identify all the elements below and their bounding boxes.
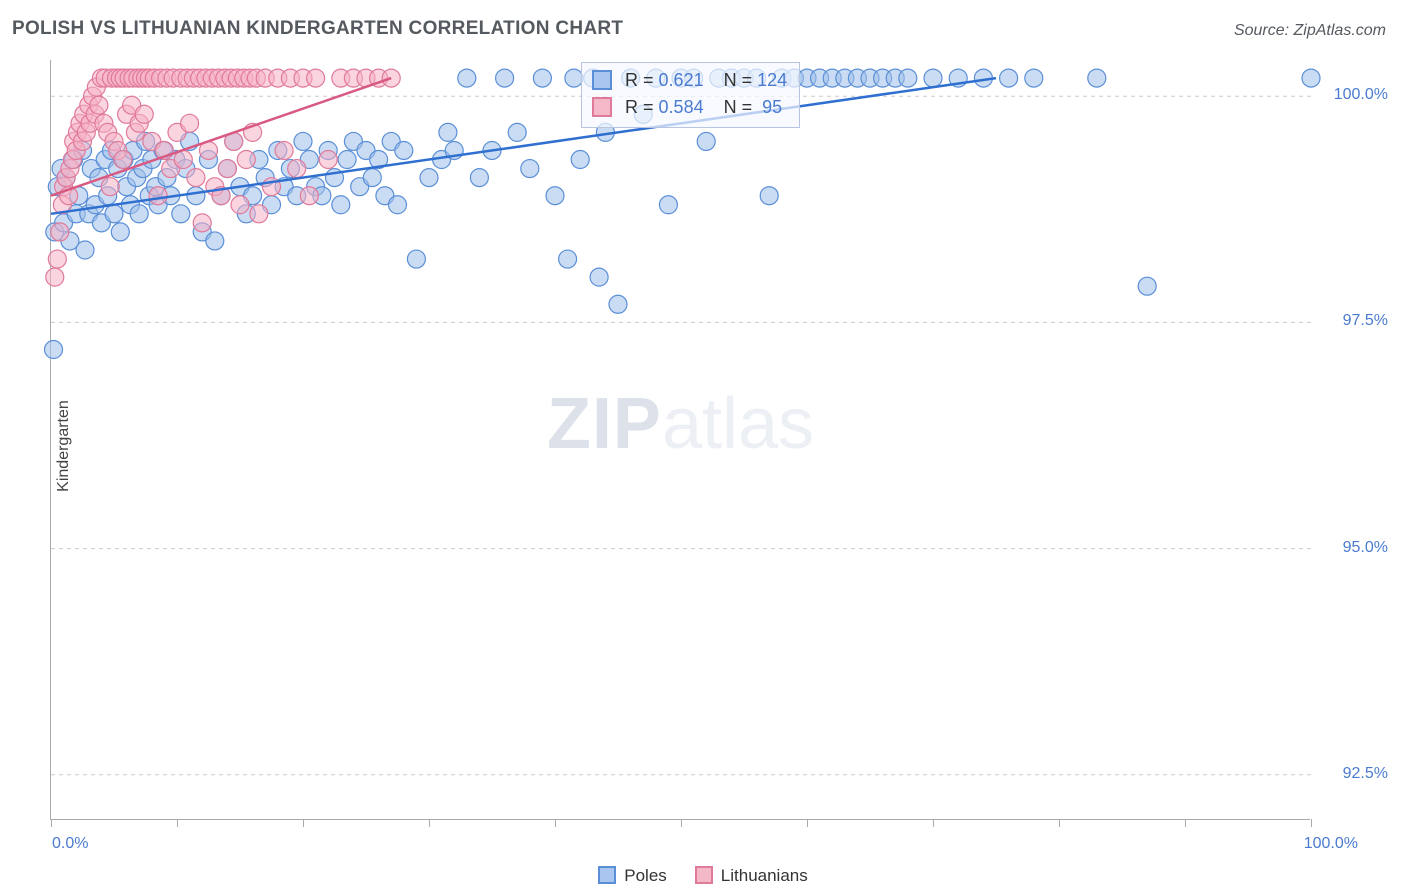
- r-value-poles: 0.621: [659, 70, 704, 90]
- x-tick: [807, 819, 808, 827]
- x-max-label: 100.0%: [1304, 835, 1358, 853]
- legend-item-poles: Poles: [598, 866, 667, 886]
- legend-label-lithuanians: Lithuanians: [721, 866, 808, 885]
- poles-swatch-icon: [598, 866, 616, 884]
- r-value-lithuanians: 0.584: [659, 97, 704, 117]
- scatter-svg: [51, 60, 1310, 819]
- stats-legend-box: R = 0.621 N = 124 R = 0.584 N = 95: [581, 62, 800, 128]
- poles-swatch-icon: [592, 70, 612, 90]
- r-label: R =: [625, 70, 654, 90]
- legend-label-poles: Poles: [624, 866, 667, 885]
- x-tick: [681, 819, 682, 827]
- x-tick: [1185, 819, 1186, 827]
- lithuanians-swatch-icon: [592, 97, 612, 117]
- legend-bottom: Poles Lithuanians: [0, 866, 1406, 886]
- x-tick: [933, 819, 934, 827]
- r-label: R =: [625, 97, 654, 117]
- stats-row-lithuanians: R = 0.584 N = 95: [592, 94, 787, 121]
- y-tick-label: 100.0%: [1334, 86, 1388, 104]
- stats-row-poles: R = 0.621 N = 124: [592, 67, 787, 94]
- chart-container: POLISH VS LITHUANIAN KINDERGARTEN CORREL…: [0, 0, 1406, 892]
- source-attribution: Source: ZipAtlas.com: [1234, 22, 1386, 40]
- plot-area: ZIPatlas R = 0.621 N = 124 R = 0.584: [50, 60, 1310, 820]
- n-label: N =: [724, 70, 753, 90]
- legend-item-lithuanians: Lithuanians: [695, 866, 808, 886]
- x-tick: [177, 819, 178, 827]
- n-label: N =: [724, 97, 753, 117]
- y-tick-label: 95.0%: [1343, 539, 1388, 557]
- x-tick: [1059, 819, 1060, 827]
- chart-title: POLISH VS LITHUANIAN KINDERGARTEN CORREL…: [12, 18, 623, 40]
- y-tick-label: 97.5%: [1343, 312, 1388, 330]
- x-tick: [555, 819, 556, 827]
- x-tick: [51, 819, 52, 827]
- x-min-label: 0.0%: [52, 835, 88, 853]
- x-tick: [429, 819, 430, 827]
- y-tick-label: 92.5%: [1343, 765, 1388, 783]
- n-value-poles: 124: [757, 70, 787, 90]
- x-tick: [303, 819, 304, 827]
- lithuanians-swatch-icon: [695, 866, 713, 884]
- n-value-lithuanians: 95: [762, 97, 782, 117]
- x-tick: [1311, 819, 1312, 827]
